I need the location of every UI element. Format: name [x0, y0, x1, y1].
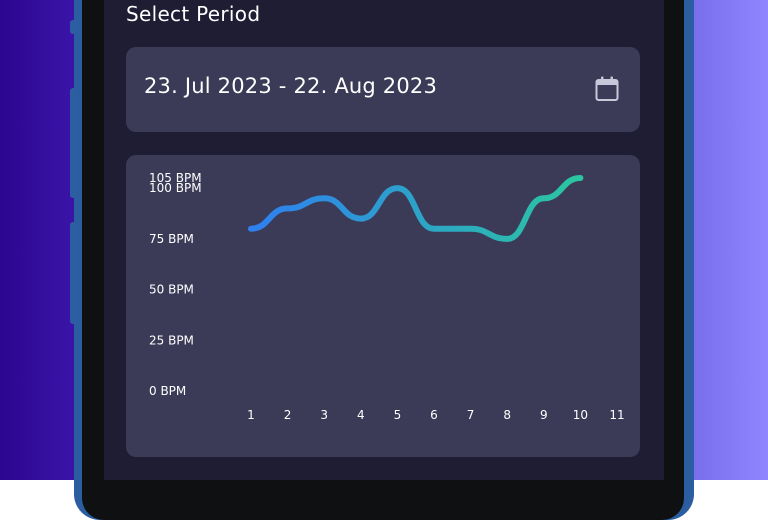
- y-tick-label: 25 BPM: [149, 333, 194, 347]
- phone-side-button: [70, 20, 76, 34]
- y-tick-label: 100 BPM: [149, 181, 202, 195]
- y-tick-label: 105 BPM: [149, 171, 202, 185]
- y-tick-label: 50 BPM: [149, 283, 194, 297]
- y-tick-label: 75 BPM: [149, 232, 194, 246]
- y-tick-label: 0 BPM: [149, 384, 186, 398]
- phone-volume-down-button: [70, 222, 76, 324]
- date-range-value: 23. Jul 2023 - 22. Aug 2023: [144, 74, 438, 98]
- calendar-icon[interactable]: [595, 76, 619, 102]
- heart-rate-line: [248, 175, 584, 242]
- x-tick-label: 1: [247, 408, 255, 422]
- phone-volume-up-button: [70, 88, 76, 198]
- x-tick-label: 9: [540, 408, 548, 422]
- x-tick-label: 4: [357, 408, 365, 422]
- x-tick-label: 2: [284, 408, 292, 422]
- x-tick-label: 3: [320, 408, 328, 422]
- x-tick-label: 11: [609, 408, 624, 422]
- x-tick-label: 7: [467, 408, 475, 422]
- x-tick-label: 5: [394, 408, 402, 422]
- x-tick-label: 6: [430, 408, 438, 422]
- heart-rate-chart-card: [126, 155, 640, 457]
- x-tick-label: 10: [573, 408, 588, 422]
- date-range-picker[interactable]: [126, 47, 640, 132]
- x-tick-label: 8: [503, 408, 511, 422]
- select-period-heading: Select Period: [126, 2, 261, 26]
